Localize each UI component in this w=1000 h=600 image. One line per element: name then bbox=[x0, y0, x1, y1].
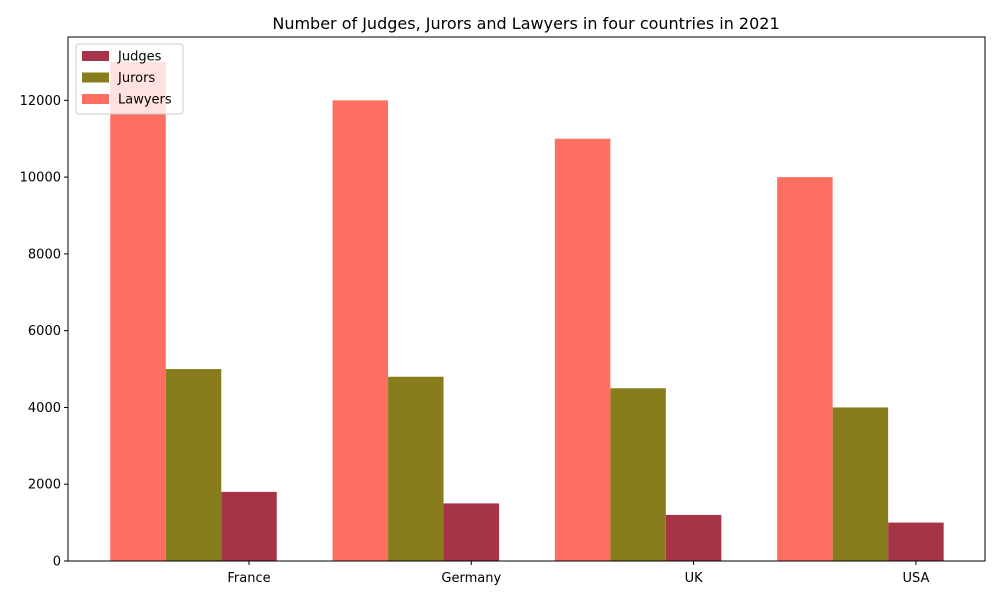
bars-group bbox=[110, 61, 944, 562]
x-tick-label: France bbox=[227, 571, 270, 586]
y-tick-label: 10000 bbox=[20, 171, 61, 186]
legend-label-jurors: Jurors bbox=[117, 71, 155, 86]
y-axis: 0 2000 4000 6000 8000 10000 12000 bbox=[20, 94, 68, 570]
bar-judges-uk bbox=[665, 514, 722, 561]
bar-lawyers-germany bbox=[332, 100, 389, 561]
x-tick-label: UK bbox=[685, 571, 704, 586]
bar-jurors-france bbox=[165, 369, 222, 561]
x-tick-label: USA bbox=[902, 571, 929, 586]
legend-swatch-lawyers bbox=[82, 94, 109, 104]
legend-swatch-judges bbox=[82, 51, 109, 61]
y-tick-label: 6000 bbox=[28, 324, 61, 339]
x-axis: France Germany UK USA bbox=[227, 561, 929, 586]
bar-judges-usa bbox=[888, 522, 944, 561]
chart-title: Number of Judges, Jurors and Lawyers in … bbox=[272, 14, 779, 33]
legend-label-lawyers: Lawyers bbox=[118, 93, 172, 108]
bar-judges-germany bbox=[443, 503, 500, 561]
x-tick-label: Germany bbox=[441, 571, 501, 586]
bar-jurors-usa bbox=[832, 407, 889, 561]
y-tick-label: 2000 bbox=[28, 478, 61, 493]
plot-frame bbox=[67, 36, 986, 562]
bar-lawyers-france bbox=[110, 61, 166, 561]
y-tick-label: 8000 bbox=[28, 247, 61, 262]
bar-lawyers-uk bbox=[554, 138, 611, 562]
y-tick-label: 12000 bbox=[20, 94, 61, 109]
y-tick-label: 4000 bbox=[28, 401, 61, 416]
bar-lawyers-usa bbox=[777, 177, 833, 561]
bar-jurors-uk bbox=[610, 388, 666, 561]
legend: Judges Jurors Lawyers bbox=[75, 43, 184, 115]
legend-swatch-jurors bbox=[82, 72, 109, 83]
legend-label-judges: Judges bbox=[117, 50, 162, 65]
bar-jurors-germany bbox=[388, 376, 444, 561]
bar-judges-france bbox=[221, 491, 277, 561]
y-tick-label: 0 bbox=[53, 555, 61, 570]
